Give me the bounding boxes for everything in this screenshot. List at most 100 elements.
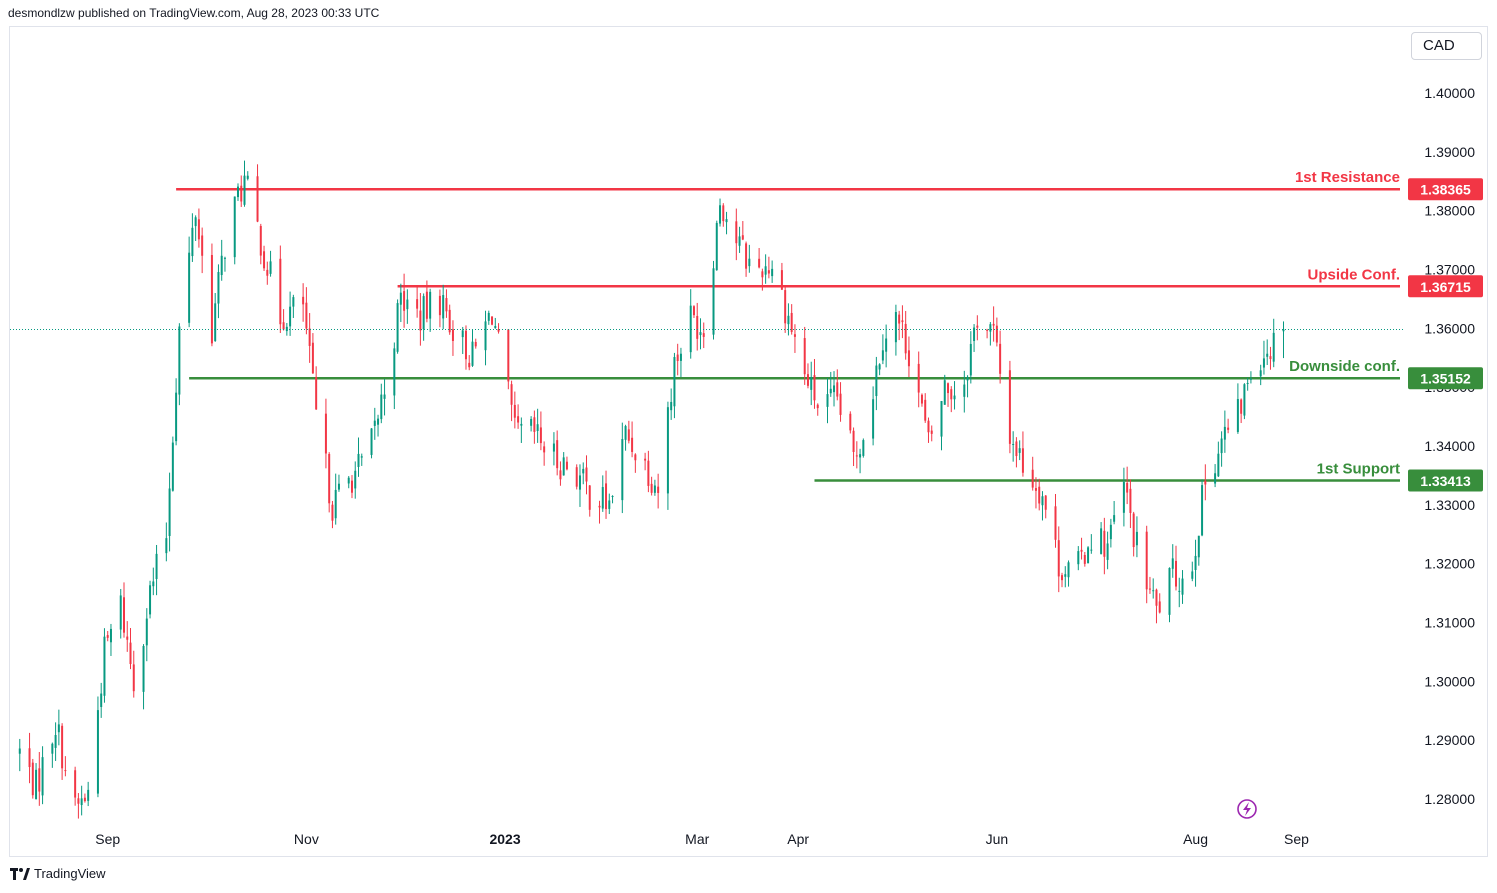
candle-body	[1214, 473, 1217, 484]
candle-body	[38, 768, 41, 792]
candle	[1106, 531, 1109, 570]
candle-body	[494, 325, 497, 329]
candle	[1220, 431, 1223, 467]
candle	[451, 320, 454, 356]
candle-body	[1044, 495, 1047, 510]
candle	[676, 343, 679, 376]
candle	[894, 304, 897, 356]
currency-selector[interactable]: CAD	[1411, 32, 1482, 60]
candle-body	[881, 350, 884, 361]
candle-body	[920, 394, 923, 404]
candle-body	[484, 321, 487, 351]
candle	[171, 436, 174, 492]
candle-body	[1152, 590, 1155, 592]
candle-body	[575, 467, 578, 487]
candle-body	[269, 261, 272, 274]
candle	[1145, 525, 1148, 604]
candle	[565, 456, 568, 471]
candle-body	[451, 329, 454, 341]
lightning-icon	[1243, 802, 1251, 816]
candle	[83, 793, 86, 803]
candle-body	[31, 762, 34, 796]
candle-body	[780, 270, 783, 290]
level-price-badge: 1.33413	[1408, 469, 1483, 492]
y-tick-label: 1.28000	[1424, 791, 1475, 807]
candle-body	[142, 645, 145, 692]
candle-body	[725, 219, 728, 223]
candle	[862, 438, 865, 458]
candle	[627, 420, 630, 444]
candle	[901, 305, 904, 339]
candle	[575, 464, 578, 490]
candle	[943, 374, 946, 405]
candle-body	[992, 323, 995, 326]
candle	[953, 381, 956, 410]
candle-body	[155, 553, 158, 580]
footer-brand[interactable]: TradingView	[10, 866, 106, 881]
candle	[1113, 500, 1116, 525]
candle-body	[963, 384, 966, 397]
candle-body	[722, 205, 725, 222]
candle	[1077, 546, 1080, 571]
candle	[771, 260, 774, 283]
y-tick-label: 1.37000	[1424, 262, 1475, 278]
candle	[416, 285, 419, 318]
candle	[331, 500, 334, 529]
replay-icon[interactable]	[1237, 799, 1257, 819]
candle	[494, 317, 497, 329]
candle-body	[74, 770, 77, 798]
candle	[898, 310, 901, 341]
footer-brand-text: TradingView	[34, 866, 106, 881]
candle-body	[1223, 426, 1226, 440]
candle-body	[1197, 535, 1200, 558]
candle	[930, 425, 933, 442]
candle	[829, 371, 832, 397]
candle	[54, 722, 57, 761]
candle	[539, 411, 542, 451]
candle-body	[517, 416, 520, 423]
candle	[324, 398, 327, 469]
candle	[1061, 572, 1064, 588]
candle-body	[87, 789, 90, 801]
candle	[719, 198, 722, 227]
candle-body	[197, 219, 200, 240]
candle-body	[543, 446, 546, 453]
candle-body	[1178, 590, 1181, 592]
candle-body	[631, 437, 634, 452]
candle-body	[559, 470, 562, 480]
candle	[657, 473, 660, 509]
candle	[152, 567, 155, 596]
level-price-label: 1.38365	[1420, 182, 1471, 198]
candle	[468, 355, 471, 371]
candle-body	[422, 296, 425, 330]
candle	[872, 386, 875, 446]
candle-body	[973, 327, 976, 341]
level-price-badge: 1.36715	[1408, 275, 1483, 298]
candle	[129, 628, 132, 670]
candle-body	[308, 328, 311, 346]
candle-body	[1109, 524, 1112, 540]
candle-body	[582, 468, 585, 474]
tradingview-logo-icon	[10, 867, 30, 880]
candle	[517, 404, 520, 429]
candle	[403, 273, 406, 328]
candle	[461, 326, 464, 355]
candle-body	[712, 268, 715, 335]
candle	[692, 305, 695, 318]
candle-body	[1061, 575, 1064, 581]
candle-body	[54, 735, 57, 748]
candle	[1008, 360, 1011, 454]
candle	[647, 450, 650, 493]
level-name-label: Downside conf.	[1289, 358, 1400, 375]
x-axis: Sep Nov 2023 Mar Apr Jun Aug Sep	[95, 831, 1309, 847]
candle-body	[233, 196, 236, 258]
candle	[497, 323, 500, 334]
candle	[582, 462, 585, 485]
candle	[201, 227, 204, 274]
candle-body	[1259, 370, 1262, 377]
candle	[429, 288, 432, 332]
candle	[533, 410, 536, 444]
candle	[1246, 377, 1249, 391]
candle-body	[565, 461, 568, 470]
